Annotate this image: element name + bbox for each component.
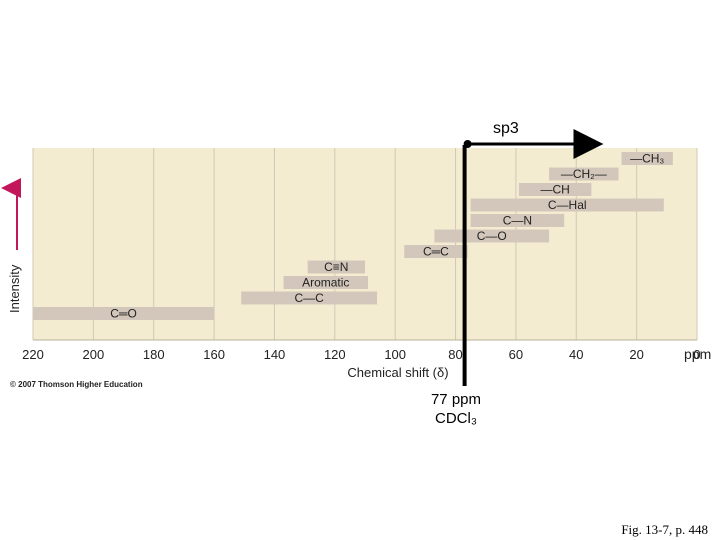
x-axis-label: Chemical shift (δ) bbox=[347, 365, 448, 380]
sp3-arrow-start-dot bbox=[463, 140, 472, 148]
band-bar bbox=[404, 245, 468, 258]
band-bar bbox=[549, 167, 619, 181]
band-label: C—Hal bbox=[548, 198, 587, 212]
reference-label-line2: CDCl₃ bbox=[435, 410, 477, 427]
reference-label-line1: 77 ppm bbox=[430, 391, 482, 408]
band-bar bbox=[621, 152, 673, 165]
band-label: —CH₂— bbox=[561, 167, 607, 181]
tick-label-group: 220 200 180 160 140 120 100 80 60 40 20 0 bbox=[22, 347, 700, 362]
x-tick-label: 100 bbox=[384, 347, 406, 362]
x-tick-label: 140 bbox=[264, 347, 286, 362]
band-label: C—C bbox=[294, 291, 324, 305]
x-tick-label: 160 bbox=[203, 347, 225, 362]
x-tick-label: 60 bbox=[509, 347, 523, 362]
band-label: C═C bbox=[423, 245, 449, 259]
band-label: Aromatic bbox=[302, 276, 349, 290]
x-tick-label: 80 bbox=[448, 347, 462, 362]
x-tick-label: 40 bbox=[569, 347, 583, 362]
x-axis-unit: ppm bbox=[684, 346, 712, 362]
band-label: C≡N bbox=[324, 260, 348, 274]
reference-label: 77 ppm CDCl₃ bbox=[424, 390, 488, 428]
x-tick-label: 200 bbox=[83, 347, 105, 362]
band-group: —CH₃ —CH₂— —CHC—Hal C—NC—O C═C C≡N AromaticC—C… bbox=[33, 152, 673, 321]
band-label: —CH₃ bbox=[630, 152, 664, 166]
band-label: C—O bbox=[477, 229, 507, 243]
sp3-arrow-label: sp3 bbox=[493, 120, 519, 137]
band-bar bbox=[241, 291, 378, 305]
x-tick-label: 120 bbox=[324, 347, 346, 362]
band-bar bbox=[470, 198, 664, 212]
y-axis-label: Intensity bbox=[7, 264, 22, 313]
x-tick-label: 180 bbox=[143, 347, 165, 362]
x-tick-label: 0 bbox=[693, 347, 700, 362]
x-tick-label: 220 bbox=[22, 347, 44, 362]
copyright-text: © 2007 Thomson Higher Education bbox=[10, 380, 143, 389]
band-bar bbox=[307, 260, 365, 274]
figure-reference: Fig. 13-7, p. 448 bbox=[621, 522, 708, 537]
band-label: —CH bbox=[540, 183, 569, 197]
x-tick-label: 20 bbox=[629, 347, 643, 362]
band-label: C—N bbox=[503, 214, 532, 228]
band-bar bbox=[283, 276, 369, 289]
gridlines bbox=[32, 148, 698, 340]
band-bar bbox=[518, 183, 592, 196]
band-bar bbox=[470, 214, 565, 227]
band-bar bbox=[33, 307, 215, 320]
band-label: C═O bbox=[110, 307, 137, 321]
